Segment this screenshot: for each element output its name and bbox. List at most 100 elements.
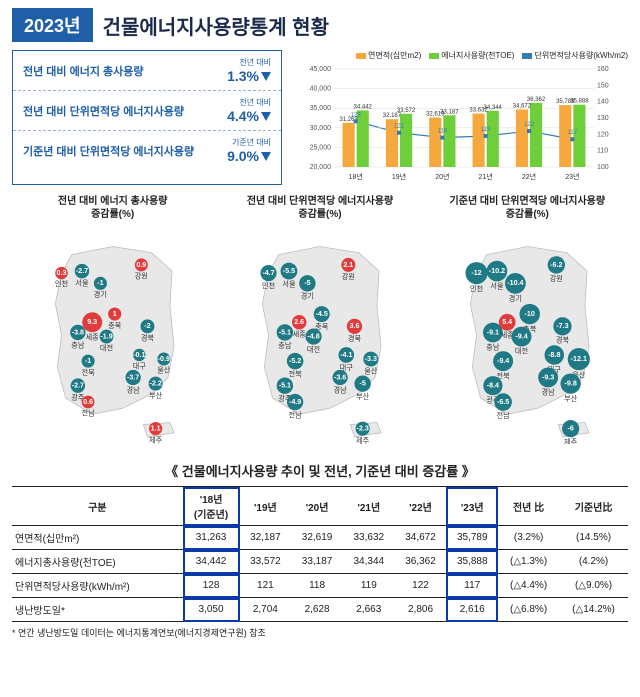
svg-text:33,187: 33,187	[440, 109, 459, 115]
table-cell: (△9.0%)	[559, 574, 628, 598]
svg-text:강원: 강원	[549, 274, 562, 283]
svg-text:-7.3: -7.3	[556, 322, 568, 330]
svg-text:-3.6: -3.6	[334, 373, 346, 381]
table-cell: 32,187	[240, 526, 292, 550]
svg-text:충남: 충남	[71, 340, 85, 349]
table-cell: 118	[291, 574, 343, 598]
svg-text:제주: 제주	[149, 436, 163, 444]
table-cell: 2,628	[291, 598, 343, 622]
table-cell: 36,362	[395, 550, 447, 574]
svg-text:150: 150	[597, 82, 609, 89]
svg-text:-10.4: -10.4	[507, 279, 523, 287]
svg-text:128: 128	[351, 112, 362, 118]
svg-text:경남: 경남	[334, 385, 348, 394]
svg-text:3.6: 3.6	[350, 322, 360, 330]
table-cell: 냉난방도일*	[12, 598, 183, 622]
table-header: '20년	[291, 487, 343, 526]
table-cell: 33,632	[343, 526, 395, 550]
svg-text:-5.1: -5.1	[279, 382, 291, 390]
svg-text:-2.7: -2.7	[76, 267, 88, 275]
table-cell: 34,344	[343, 550, 395, 574]
svg-text:경기: 경기	[94, 290, 107, 299]
svg-text:40,000: 40,000	[310, 86, 332, 93]
svg-text:-9.8: -9.8	[564, 380, 576, 388]
svg-text:부산: 부산	[149, 391, 163, 400]
data-table: 구분'18년(기준년)'19년'20년'21년'22년'23년전년 比기준년比 …	[12, 486, 628, 622]
table-header: 전년 比	[498, 487, 559, 526]
map-panel: 전년 대비 에너지 총사용량증감률(%)-2.7서울0.3인천-1경기0.9강원…	[12, 195, 213, 447]
svg-text:-5: -5	[305, 279, 311, 287]
table-cell: 32,619	[291, 526, 343, 550]
trend-chart: 연면적(십만m2)에너지사용량(천TOE)단위면적당사용량(kWh/m2) 20…	[292, 50, 628, 185]
svg-text:-1: -1	[97, 279, 103, 287]
svg-text:경기: 경기	[301, 292, 314, 301]
svg-text:-2.2: -2.2	[149, 380, 161, 388]
svg-text:-3.8: -3.8	[72, 328, 84, 336]
table-cell: 2,806	[395, 598, 447, 622]
table-cell: 에너지총사용량(천TOE)	[12, 550, 183, 574]
arrow-down-icon	[261, 152, 271, 161]
svg-text:-5: -5	[360, 380, 366, 388]
svg-text:5.4: 5.4	[502, 318, 512, 326]
svg-text:9.3: 9.3	[87, 318, 97, 326]
svg-text:36,362: 36,362	[527, 97, 546, 103]
svg-text:대구: 대구	[133, 362, 147, 370]
svg-text:-0.9: -0.9	[158, 355, 170, 363]
svg-text:전북: 전북	[289, 370, 303, 379]
svg-text:1.1: 1.1	[151, 425, 161, 433]
table-cell: 119	[343, 574, 395, 598]
svg-text:34,442: 34,442	[354, 104, 373, 110]
svg-text:제주: 제주	[564, 438, 578, 444]
svg-text:20년: 20년	[435, 172, 449, 181]
svg-text:-1: -1	[85, 357, 91, 365]
map-panel: 기준년 대비 단위면적당 에너지사용량증감률(%)-10.2서울-12인천-10…	[427, 195, 628, 447]
svg-text:세종: 세종	[86, 332, 100, 341]
kpi-value: 전년 대비 4.4%	[227, 97, 271, 124]
kpi-label: 기준년 대비 단위면적당 에너지사용량	[23, 143, 194, 159]
svg-text:인천: 인천	[55, 280, 68, 289]
kpi-value: 기준년 대비 9.0%	[227, 137, 271, 164]
arrow-down-icon	[261, 72, 271, 81]
table-footnote: * 연간 냉난방도일 데이터는 에너지통계연보(에너지경제연구원) 참조	[12, 626, 628, 639]
svg-text:2.6: 2.6	[295, 318, 305, 326]
table-cell: (△1.3%)	[498, 550, 559, 574]
table-header: '23년	[446, 487, 498, 526]
svg-text:23년: 23년	[565, 172, 579, 181]
table-cell: 128	[183, 574, 240, 598]
svg-text:-0.1: -0.1	[133, 351, 145, 359]
svg-text:경남: 경남	[127, 385, 141, 394]
year-badge: 2023년	[12, 8, 93, 42]
table-cell: 117	[446, 574, 498, 598]
table-cell: (△4.4%)	[498, 574, 559, 598]
legend-item: 단위면적당사용량(kWh/m2)	[522, 50, 628, 61]
svg-text:18년: 18년	[349, 172, 363, 181]
map-canvas: -2.7서울0.3인천-1경기0.9강원9.3세종1충북-3.8충남-1.9대전…	[12, 224, 213, 444]
svg-text:제주: 제주	[356, 437, 370, 444]
svg-text:서울: 서울	[75, 278, 89, 287]
svg-text:경기: 경기	[508, 294, 521, 303]
map-panel: 전년 대비 단위면적당 에너지사용량증감률(%)-5.5서울-4.7인천-5경기…	[219, 195, 420, 447]
table-cell: (3.2%)	[498, 526, 559, 550]
kpi-row: 전년 대비 에너지 총사용량 전년 대비 1.3%	[13, 51, 281, 91]
svg-text:-6.5: -6.5	[497, 398, 509, 406]
svg-text:34,672: 34,672	[513, 103, 532, 109]
map-canvas: -5.5서울-4.7인천-5경기2.1강원2.6세종-4.5충북-5.1충남-4…	[219, 224, 420, 444]
svg-text:-3.3: -3.3	[365, 355, 377, 363]
svg-text:33,572: 33,572	[397, 108, 416, 114]
svg-text:118: 118	[438, 129, 448, 135]
kpi-panel: 전년 대비 에너지 총사용량 전년 대비 1.3% 전년 대비 단위면적당 에너…	[12, 50, 282, 185]
table-cell: 35,888	[446, 550, 498, 574]
svg-text:-4.5: -4.5	[316, 310, 328, 318]
table-header: '21년	[343, 487, 395, 526]
svg-text:-10.2: -10.2	[488, 267, 504, 275]
svg-text:21년: 21년	[479, 172, 493, 181]
svg-text:20,000: 20,000	[310, 164, 332, 171]
table-header: '18년(기준년)	[183, 487, 240, 526]
svg-text:대전: 대전	[307, 345, 320, 354]
table-cell: 2,663	[343, 598, 395, 622]
svg-text:세종: 세종	[293, 330, 307, 339]
svg-text:160: 160	[597, 66, 609, 73]
svg-text:전북: 전북	[82, 368, 96, 377]
header: 2023년 건물에너지사용량통계 현황	[12, 8, 628, 42]
table-cell: 34,442	[183, 550, 240, 574]
